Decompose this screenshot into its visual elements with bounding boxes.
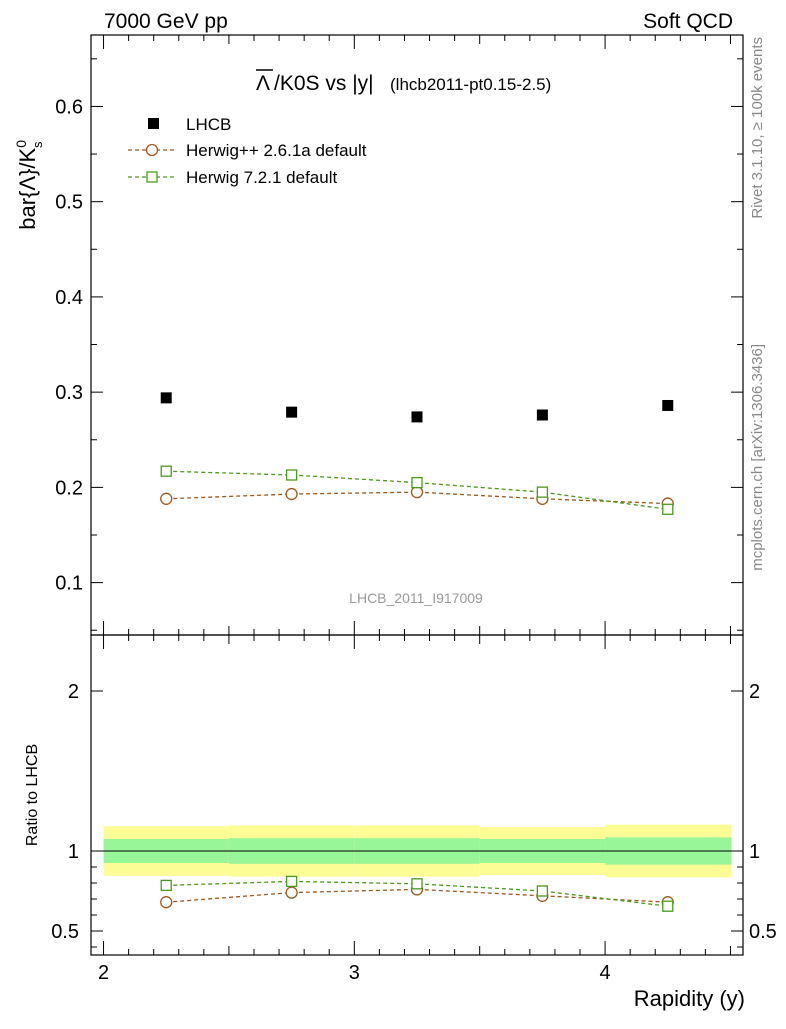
herwig7-point	[662, 503, 674, 515]
ratio-y-tick-label-left: 0.5	[51, 921, 79, 943]
legend-marker-lhcb	[148, 118, 159, 129]
rivet-label: Rivet 3.1.10, ≥ 100k events	[749, 37, 766, 219]
herwigpp-point	[410, 485, 424, 499]
ratio-y-tick-label-left: 2	[68, 681, 79, 703]
legend-label-herwigpp: Herwig++ 2.6.1a default	[186, 141, 367, 160]
herwigpp-point	[285, 487, 298, 501]
x-tick-label: 4	[600, 962, 611, 984]
ratio-y-tick-label-right: 0.5	[749, 921, 777, 943]
ratio-herwigpp-point	[160, 896, 173, 909]
main-y-label-text: bar{Λ}/K	[15, 147, 40, 229]
mcplots-label: mcplots.cern.ch [arXiv:1306.3436]	[749, 344, 766, 571]
ratio-herwigpp-point	[285, 886, 298, 899]
x-tick-labels: 2 3 4	[98, 962, 611, 984]
main-y-tick-label: 0.3	[55, 382, 83, 404]
analysis-watermark: LHCB_2011_I917009	[349, 590, 483, 606]
ratio-herwig7-point	[662, 900, 674, 912]
ratio-y-tick-label-right: 2	[749, 681, 760, 703]
lhcb-data-point	[286, 406, 298, 418]
lhcb-data-point	[160, 392, 172, 404]
legend-marker-herwig7	[146, 171, 158, 183]
header-right: Soft QCD	[643, 10, 733, 33]
ratio-y-tick-label-right: 1	[749, 841, 760, 863]
header-left: 7000 GeV pp	[104, 10, 228, 33]
main-y-tick-labels: 0.1 0.2 0.3 0.4 0.5 0.6	[55, 96, 83, 594]
ratio-herwig7-point	[285, 875, 298, 888]
main-y-label-sup: 0	[13, 140, 29, 148]
ratio-series	[160, 875, 674, 912]
main-y-tick-label: 0.6	[55, 96, 83, 118]
ratio-y-tick-label-left: 1	[68, 841, 79, 863]
lhcb-data-point	[411, 411, 423, 423]
title-sub: (lhcb2011-pt0.15-2.5)	[390, 75, 551, 94]
ratio-y-label: Ratio to LHCB	[24, 744, 41, 846]
ratio-y-tick-labels: 0.5 0.5 1 1 2 2	[51, 681, 777, 943]
lhcb-data-point	[536, 409, 548, 421]
lhcb-data-point	[662, 399, 674, 411]
herwig7-point	[411, 476, 423, 489]
main-y-label: bar{Λ}/K0s	[13, 140, 45, 230]
herwig7-point	[160, 465, 172, 477]
legend-marker-herwigpp	[145, 143, 159, 157]
title-main: /K0S vs |y|	[274, 72, 374, 95]
legend-label-lhcb: LHCB	[186, 115, 231, 134]
x-tick-label: 3	[349, 962, 360, 984]
main-ticks	[91, 35, 743, 635]
main-y-tick-label: 0.1	[55, 573, 83, 595]
main-title: Λ /K0S vs |y| (lhcb2011-pt0.15-2.5)	[256, 69, 551, 95]
main-y-tick-label: 0.5	[55, 192, 83, 214]
main-series	[160, 392, 674, 515]
legend-label-herwig7: Herwig 7.2.1 default	[186, 168, 337, 187]
herwig7-point	[285, 469, 298, 481]
main-y-label-sub: s	[30, 141, 45, 148]
main-y-tick-label: 0.4	[55, 287, 83, 309]
ratio-herwig7-point	[160, 879, 172, 892]
herwigpp-point	[160, 492, 173, 505]
legend: LHCB Herwig++ 2.6.1a default Herwig 7.2.…	[128, 115, 367, 187]
herwig7-point	[536, 486, 549, 498]
ratio-ticks	[91, 635, 743, 955]
x-axis-label: Rapidity (y)	[634, 986, 745, 1011]
ratio-plot-frame	[90, 634, 744, 956]
ratio-herwig7-point	[411, 878, 423, 890]
main-y-tick-label: 0.2	[55, 477, 83, 499]
ratio-herwig7-point	[536, 885, 549, 897]
x-tick-label: 2	[98, 962, 109, 984]
title-overbar-symbol: Λ	[256, 72, 270, 95]
